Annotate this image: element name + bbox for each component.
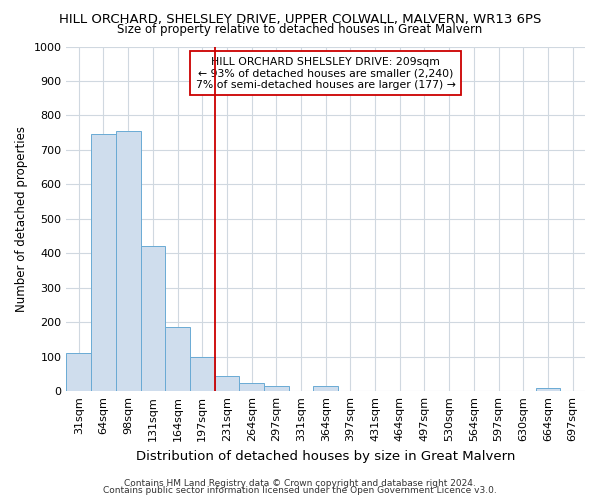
- Bar: [91, 134, 116, 391]
- Text: Size of property relative to detached houses in Great Malvern: Size of property relative to detached ho…: [118, 22, 482, 36]
- Text: HILL ORCHARD SHELSLEY DRIVE: 209sqm
← 93% of detached houses are smaller (2,240): HILL ORCHARD SHELSLEY DRIVE: 209sqm ← 93…: [196, 57, 455, 90]
- Text: Contains HM Land Registry data © Crown copyright and database right 2024.: Contains HM Land Registry data © Crown c…: [124, 478, 476, 488]
- Bar: [215, 376, 239, 391]
- Bar: [165, 328, 190, 391]
- Bar: [116, 131, 140, 391]
- X-axis label: Distribution of detached houses by size in Great Malvern: Distribution of detached houses by size …: [136, 450, 515, 462]
- Bar: [140, 246, 165, 391]
- Bar: [190, 356, 215, 391]
- Bar: [239, 382, 264, 391]
- Y-axis label: Number of detached properties: Number of detached properties: [15, 126, 28, 312]
- Bar: [264, 386, 289, 391]
- Bar: [67, 354, 91, 391]
- Text: Contains public sector information licensed under the Open Government Licence v3: Contains public sector information licen…: [103, 486, 497, 495]
- Bar: [313, 386, 338, 391]
- Text: HILL ORCHARD, SHELSLEY DRIVE, UPPER COLWALL, MALVERN, WR13 6PS: HILL ORCHARD, SHELSLEY DRIVE, UPPER COLW…: [59, 12, 541, 26]
- Bar: [536, 388, 560, 391]
